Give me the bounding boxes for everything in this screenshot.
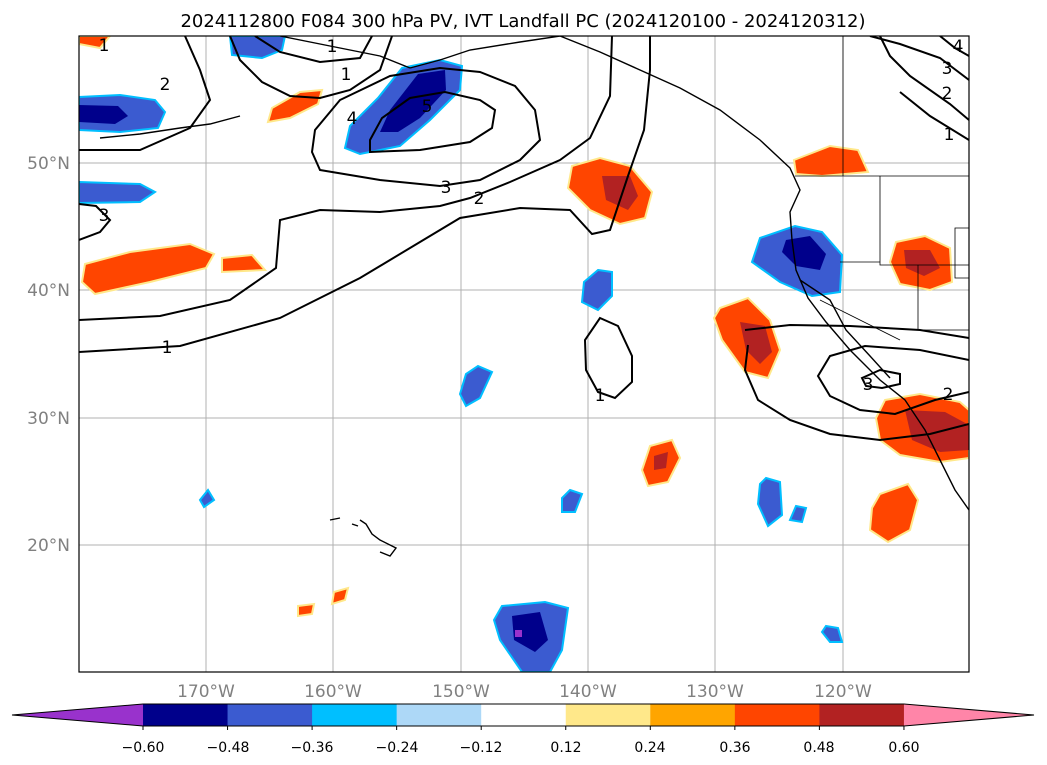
contour-label: 2 [942, 84, 953, 104]
anomaly-blob [756, 476, 784, 528]
anomaly-blob [740, 322, 772, 364]
longitude-labels: 170°W 160°W 150°W 140°W 130°W 120°W [177, 682, 872, 702]
lat-label: 50°N [27, 154, 70, 174]
lat-label: 30°N [27, 409, 70, 429]
anomaly-blob [580, 268, 613, 312]
contour-label: 3 [441, 178, 452, 198]
colorbar-tick: −0.48 [207, 740, 250, 756]
anomaly-blob [515, 630, 522, 637]
anomaly-blob [904, 250, 940, 276]
lon-label: 120°W [814, 682, 872, 702]
gridlines [79, 36, 969, 672]
contour-label: 1 [327, 37, 338, 57]
contour-label: 1 [595, 386, 606, 406]
anomaly-blob [79, 105, 128, 124]
contour-label: 3 [863, 375, 874, 395]
colorbar-tick-labels: −0.60 −0.48 −0.36 −0.24 −0.12 0.12 0.24 … [122, 740, 920, 756]
anomaly-blob [458, 364, 494, 408]
colorbar-segment [734, 704, 820, 726]
contour-label: 2 [160, 75, 171, 95]
colorbar-tick: −0.36 [291, 740, 334, 756]
colorbar-segment [143, 704, 229, 726]
colorbar-tick: 0.48 [803, 740, 834, 756]
contour-label: 3 [99, 206, 110, 226]
lat-label: 20°N [27, 536, 70, 556]
anomaly-blob [868, 482, 920, 544]
anomaly-blob [198, 488, 216, 509]
contour-label: 4 [347, 109, 358, 129]
anomaly-blob [561, 488, 584, 513]
colorbar-extend-low [12, 704, 143, 726]
latitude-labels: 50°N 40°N 30°N 20°N [27, 154, 70, 556]
lon-label: 160°W [304, 682, 362, 702]
colorbar-tick: 0.60 [888, 740, 919, 756]
anomaly-blob [228, 36, 287, 60]
lon-label: 150°W [432, 682, 490, 702]
contour-label: 1 [944, 125, 955, 145]
anomaly-blob [654, 452, 668, 470]
colorbar-segment [481, 704, 567, 726]
anomaly-blob [80, 242, 216, 296]
anomaly-blob [380, 70, 446, 132]
contour-label: 1 [341, 65, 352, 85]
contour-label: 2 [943, 385, 954, 405]
figure-title: 2024112800 F084 300 hPa PV, IVT Landfall… [180, 11, 865, 32]
contour-labels: 1 2 3 4 5 1 3 2 1 1 1 2 3 4 3 2 1 [99, 36, 964, 406]
anomaly-blob [788, 504, 808, 524]
anomaly-blob [79, 180, 157, 205]
anomaly-blob [512, 612, 548, 652]
map-panel: 1 2 3 4 5 1 3 2 1 1 1 2 3 4 3 2 1 [79, 36, 969, 672]
colorbar-segment [650, 704, 736, 726]
colorbar-segment [227, 704, 313, 726]
contour-label: 1 [99, 36, 110, 56]
colorbar-tick: 0.24 [634, 740, 665, 756]
lon-label: 130°W [686, 682, 744, 702]
colorbar-tick: 0.36 [719, 740, 750, 756]
anomaly-blob [792, 144, 870, 178]
coastlines [99, 36, 969, 557]
anomaly-blob [602, 176, 638, 210]
lon-label: 170°W [177, 682, 235, 702]
map-frame [78, 35, 970, 673]
contour-label: 4 [953, 37, 964, 57]
positive-anomaly-regions [79, 36, 969, 618]
anomaly-blob [905, 410, 969, 452]
colorbar [11, 703, 1035, 730]
anomaly-blob [297, 602, 316, 618]
colorbar-tick: −0.24 [376, 740, 419, 756]
colorbar-tick: −0.12 [460, 740, 503, 756]
colorbar-segment [819, 704, 905, 726]
anomaly-blob [79, 36, 112, 50]
colorbar-tick: −0.60 [122, 740, 165, 756]
anomaly-blob [221, 253, 268, 274]
colorbar-extend-high [903, 704, 1034, 726]
contour-label: 2 [474, 189, 485, 209]
colorbar-tick: 0.12 [550, 740, 581, 756]
colorbar-segment [565, 704, 651, 726]
lat-label: 40°N [27, 281, 70, 301]
contour-label: 1 [162, 338, 173, 358]
anomaly-blob [330, 586, 350, 606]
contour-label: 5 [422, 97, 433, 117]
colorbar-segment [396, 704, 482, 726]
colorbar-segment [312, 704, 398, 726]
anomaly-blob [820, 624, 844, 643]
contour-label: 3 [942, 59, 953, 79]
pv-contours [79, 36, 969, 442]
lon-label: 140°W [559, 682, 617, 702]
